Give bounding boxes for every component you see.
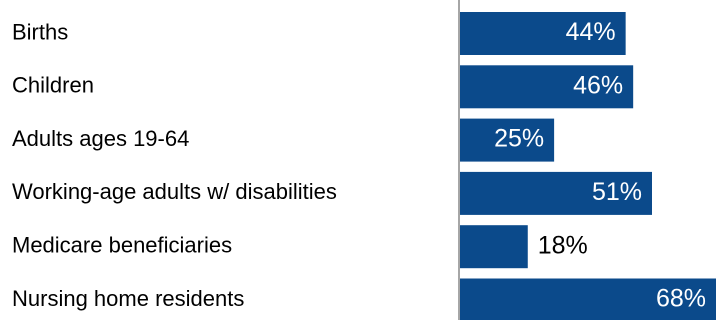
data-label: 44% [566,18,616,46]
data-label: 25% [494,125,544,153]
bar [460,12,626,55]
bar [460,278,716,320]
bar [460,171,652,215]
category-label: Children [12,73,94,98]
data-label: 68% [656,285,706,313]
category-label: Births [12,19,68,44]
bar [460,65,634,109]
data-label: 51% [592,178,642,206]
category-label: Working-age adults w/ disabilities [12,179,337,204]
bar [460,118,555,162]
category-label: Nursing home residents [12,286,244,311]
data-label: 18% [538,231,588,259]
bar [460,225,528,269]
category-label: Medicare beneficiaries [12,233,232,258]
data-label: 46% [573,71,623,99]
category-label: Adults ages 19-64 [12,126,189,151]
